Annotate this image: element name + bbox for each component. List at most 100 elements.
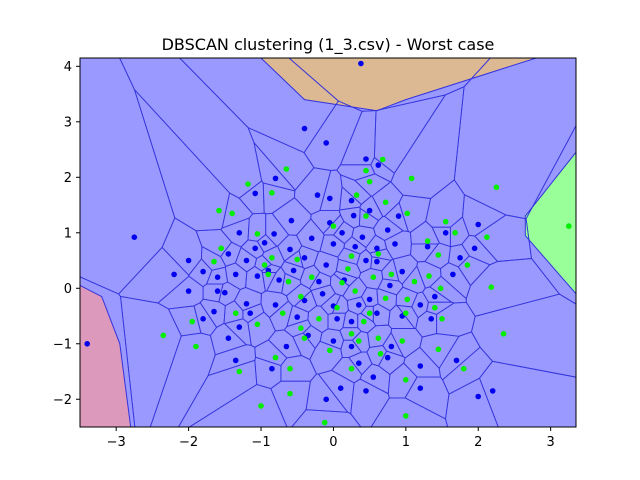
blue-point bbox=[232, 271, 239, 278]
green-point bbox=[330, 223, 337, 229]
green-point bbox=[216, 207, 222, 214]
green-point bbox=[377, 351, 384, 357]
voronoi-cell bbox=[424, 242, 451, 270]
green-point bbox=[348, 331, 355, 337]
blue-point bbox=[442, 230, 449, 236]
blue-point bbox=[475, 221, 482, 228]
blue-point bbox=[232, 357, 239, 364]
green-point bbox=[327, 347, 333, 354]
green-point bbox=[334, 304, 340, 311]
blue-point bbox=[348, 318, 355, 325]
blue-point bbox=[276, 277, 282, 283]
blue-point bbox=[348, 197, 355, 204]
blue-point bbox=[352, 243, 359, 250]
blue-point bbox=[432, 293, 438, 300]
green-point bbox=[408, 175, 415, 182]
voronoi-cell bbox=[331, 294, 349, 314]
green-point bbox=[279, 310, 286, 317]
blue-point bbox=[327, 220, 333, 226]
blue-point bbox=[356, 302, 362, 308]
green-point bbox=[461, 365, 467, 372]
y-tick-label: 2 bbox=[64, 171, 72, 186]
blue-point bbox=[374, 245, 380, 252]
voronoi-cell bbox=[442, 346, 494, 395]
green-point bbox=[265, 271, 272, 278]
green-point bbox=[232, 310, 239, 317]
blue-point bbox=[399, 268, 406, 275]
blue-point bbox=[348, 343, 355, 350]
blue-point bbox=[236, 230, 243, 236]
green-point bbox=[269, 190, 275, 196]
green-point bbox=[375, 335, 382, 342]
blue-point bbox=[392, 241, 398, 247]
x-tick-label: 0 bbox=[329, 435, 337, 450]
green-point bbox=[254, 321, 261, 328]
green-point bbox=[404, 296, 411, 303]
green-point bbox=[258, 403, 264, 409]
voronoi-cell bbox=[80, 276, 136, 427]
blue-point bbox=[417, 363, 424, 369]
green-point bbox=[245, 181, 251, 187]
green-point bbox=[403, 310, 409, 317]
blue-point bbox=[225, 335, 232, 342]
green-point bbox=[345, 266, 351, 272]
green-point bbox=[488, 284, 495, 291]
green-point bbox=[566, 223, 572, 229]
blue-point bbox=[252, 245, 258, 252]
blue-point bbox=[243, 301, 250, 307]
blue-point bbox=[222, 289, 228, 296]
green-point bbox=[403, 377, 409, 383]
blue-point bbox=[395, 213, 402, 219]
green-point bbox=[352, 288, 359, 294]
green-point bbox=[366, 310, 373, 317]
blue-point bbox=[261, 240, 268, 246]
green-point bbox=[298, 293, 304, 300]
y-tick-label: −1 bbox=[53, 337, 72, 352]
y-tick-label: 1 bbox=[64, 226, 72, 241]
green-point bbox=[452, 230, 458, 236]
voronoi-cell bbox=[254, 254, 273, 272]
green-point bbox=[160, 332, 167, 339]
y-tick-label: 4 bbox=[64, 60, 72, 75]
blue-point bbox=[254, 273, 261, 279]
blue-point bbox=[185, 257, 192, 264]
blue-cluster-region bbox=[80, 58, 576, 427]
blue-point bbox=[417, 385, 424, 392]
voronoi-edges bbox=[80, 58, 576, 427]
x-tick-label: 2 bbox=[474, 435, 482, 450]
voronoi-cell bbox=[471, 293, 576, 378]
green-point bbox=[189, 318, 195, 325]
blue-point bbox=[330, 241, 337, 247]
voronoi-cell bbox=[425, 179, 465, 228]
green-point bbox=[375, 251, 382, 257]
blue-point bbox=[301, 297, 308, 304]
green-point bbox=[404, 210, 411, 217]
voronoi-cell bbox=[261, 272, 277, 292]
green-point bbox=[363, 213, 369, 219]
green-point bbox=[493, 184, 500, 191]
voronoi-cell bbox=[339, 174, 372, 205]
blue-point bbox=[387, 282, 393, 289]
green-point bbox=[388, 271, 395, 278]
blue-point bbox=[200, 268, 206, 275]
y-tick-label: −2 bbox=[53, 393, 72, 408]
x-tick-label: −3 bbox=[107, 435, 126, 450]
blue-point bbox=[323, 262, 330, 268]
blue-point bbox=[457, 254, 463, 261]
green-point bbox=[442, 218, 449, 225]
voronoi-cell bbox=[332, 220, 355, 245]
blue-point bbox=[211, 308, 217, 315]
voronoi-cell bbox=[370, 397, 449, 427]
blue-point bbox=[214, 274, 221, 281]
plot-area bbox=[80, 58, 576, 427]
blue-point bbox=[200, 316, 206, 322]
voronoi-cell bbox=[322, 214, 345, 236]
voronoi-cell bbox=[358, 267, 384, 290]
blue-point bbox=[489, 388, 496, 394]
orange-cluster-region bbox=[260, 58, 537, 112]
voronoi-cell bbox=[358, 207, 380, 229]
voronoi-cell bbox=[200, 245, 227, 271]
blue-point bbox=[366, 296, 373, 303]
blue-point bbox=[384, 354, 391, 361]
